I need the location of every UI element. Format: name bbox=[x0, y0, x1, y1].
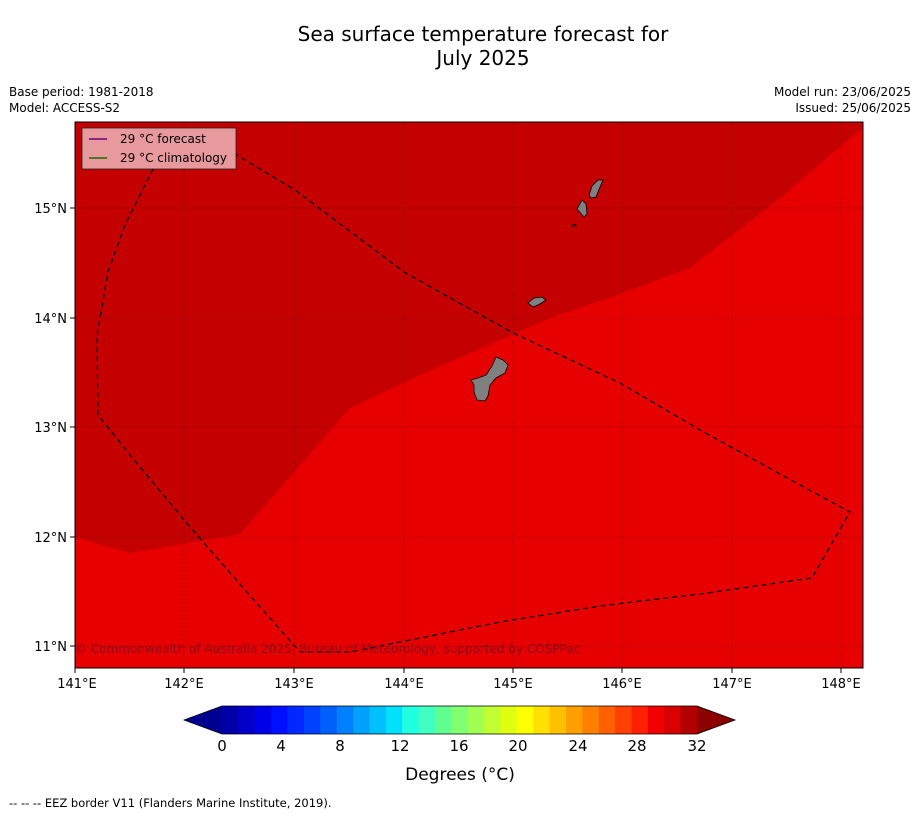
colorbar-segment bbox=[434, 706, 452, 734]
sst-zone-light bbox=[75, 128, 863, 668]
issued-date: Issued: 25/06/2025 bbox=[795, 101, 911, 115]
map-area: © Commonwealth of Australia 2025, Bureau… bbox=[75, 122, 863, 668]
colorbar-segment bbox=[615, 706, 633, 734]
colorbar-under-arrow bbox=[184, 706, 222, 734]
cb-tick-4: 4 bbox=[276, 737, 286, 755]
colorbar-segment bbox=[451, 706, 469, 734]
colorbar-label: Degrees (°C) bbox=[405, 765, 515, 785]
island-rota bbox=[527, 296, 547, 308]
colorbar-segment bbox=[533, 706, 551, 734]
colorbar-segment bbox=[303, 706, 321, 734]
colorbar-segment bbox=[484, 706, 502, 734]
colorbar-segment bbox=[254, 706, 272, 734]
colorbar-segment bbox=[353, 706, 371, 734]
lon-label-147: 147°E bbox=[712, 677, 752, 692]
colorbar-outline bbox=[182, 705, 737, 735]
title-line-1: Sea surface temperature forecast for bbox=[297, 22, 669, 46]
colorbar-ticks: 0 4 8 12 16 20 24 28 32 bbox=[217, 737, 706, 755]
map-frame bbox=[74, 121, 864, 669]
colorbar-segment bbox=[500, 706, 518, 734]
colorbar-segment bbox=[238, 706, 256, 734]
cb-tick-12: 12 bbox=[390, 737, 409, 755]
colorbar-segment bbox=[664, 706, 682, 734]
island-tinian bbox=[576, 199, 588, 218]
colorbar-segment bbox=[385, 706, 403, 734]
colorbar-segment bbox=[516, 706, 534, 734]
lon-label-145: 145°E bbox=[493, 677, 533, 692]
colorbar-segment bbox=[582, 706, 600, 734]
colorbar bbox=[182, 705, 737, 735]
lon-label-141: 141°E bbox=[57, 677, 97, 692]
model-run: Model run: 23/06/2025 bbox=[773, 85, 911, 99]
legend-box: 29 °C forecast 29 °C climatology bbox=[81, 127, 237, 170]
colorbar-segment bbox=[287, 706, 305, 734]
colorbar-segment bbox=[418, 706, 436, 734]
land-islands bbox=[470, 179, 604, 402]
cb-tick-24: 24 bbox=[568, 737, 587, 755]
legend-climatology-label: 29 °C climatology bbox=[120, 151, 227, 165]
cb-tick-28: 28 bbox=[627, 737, 646, 755]
lon-label-148: 148°E bbox=[821, 677, 861, 692]
gridlines bbox=[75, 122, 863, 668]
island-aguijan bbox=[570, 223, 577, 227]
cb-tick-16: 16 bbox=[449, 737, 468, 755]
lon-label-144: 144°E bbox=[384, 677, 424, 692]
colorbar-segment bbox=[549, 706, 567, 734]
chart-title: Sea surface temperature forecast for Jul… bbox=[0, 22, 919, 70]
colorbar-segment bbox=[320, 706, 338, 734]
lon-label-143: 143°E bbox=[274, 677, 314, 692]
meta-right: Model run: 23/06/2025 Issued: 25/06/2025 bbox=[774, 84, 911, 116]
colorbar-segment bbox=[598, 706, 616, 734]
colorbar-segment bbox=[271, 706, 289, 734]
lat-label-13: 13°N bbox=[34, 421, 67, 436]
colorbar-segment bbox=[565, 706, 583, 734]
cb-tick-32: 32 bbox=[687, 737, 706, 755]
lat-label-15: 15°N bbox=[34, 202, 67, 217]
lat-label-12: 12°N bbox=[34, 531, 67, 546]
island-saipan bbox=[588, 179, 604, 199]
colorbar-segment bbox=[369, 706, 387, 734]
latitude-axis: 15°N 14°N 13°N 12°N 11°N bbox=[34, 202, 75, 655]
legend-forecast-label: 29 °C forecast bbox=[120, 132, 206, 146]
lon-label-146: 146°E bbox=[602, 677, 642, 692]
lon-label-142: 142°E bbox=[164, 677, 204, 692]
cb-tick-0: 0 bbox=[217, 737, 227, 755]
footer-note: -- -- -- EEZ border V11 (Flanders Marine… bbox=[9, 796, 332, 810]
meta-left: Base period: 1981-2018 Model: ACCESS-S2 bbox=[9, 84, 154, 116]
model-name: Model: ACCESS-S2 bbox=[9, 101, 121, 115]
colorbar-segment bbox=[336, 706, 354, 734]
colorbar-segment bbox=[222, 706, 239, 734]
colorbar-segment bbox=[680, 706, 698, 734]
island-guam bbox=[470, 356, 509, 402]
title-line-2: July 2025 bbox=[436, 46, 530, 70]
cb-tick-8: 8 bbox=[335, 737, 345, 755]
colorbar-segment bbox=[467, 706, 485, 734]
base-period: Base period: 1981-2018 bbox=[9, 85, 154, 99]
lat-label-14: 14°N bbox=[34, 312, 67, 327]
cb-tick-20: 20 bbox=[508, 737, 527, 755]
colorbar-over-arrow bbox=[697, 706, 735, 734]
credit-text: © Commonwealth of Australia 2025, Bureau… bbox=[75, 642, 580, 656]
colorbar-segment bbox=[631, 706, 649, 734]
colorbar-segment bbox=[402, 706, 420, 734]
longitude-axis: 141°E 142°E 143°E 144°E 145°E 146°E 147°… bbox=[57, 668, 861, 692]
lat-label-11: 11°N bbox=[34, 640, 67, 655]
colorbar-segment bbox=[647, 706, 665, 734]
